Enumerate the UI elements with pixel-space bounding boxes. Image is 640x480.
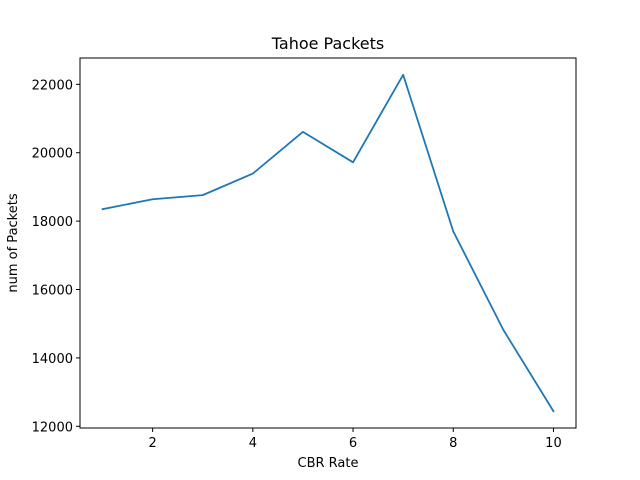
x-tick-label: 10 xyxy=(545,436,562,451)
x-tick-label: 2 xyxy=(149,436,157,451)
y-tick-label: 14000 xyxy=(32,352,73,367)
series-line xyxy=(101,73,555,413)
chart-title: Tahoe Packets xyxy=(271,34,384,53)
series-layer xyxy=(101,73,555,413)
x-tick-label: 4 xyxy=(249,436,257,451)
x-axis-label: CBR Rate xyxy=(298,456,359,471)
plot-frame xyxy=(79,57,577,429)
x-tick-label: 6 xyxy=(349,436,357,451)
y-axis-ticks: 12000 14000 16000 18000 20000 22000 xyxy=(32,78,80,435)
y-tick-label: 20000 xyxy=(32,147,73,162)
y-axis-label: num of Packets xyxy=(6,193,21,292)
y-tick-label: 12000 xyxy=(32,420,73,435)
x-tick-label: 8 xyxy=(449,436,457,451)
y-tick-label: 22000 xyxy=(32,78,73,93)
y-tick-label: 16000 xyxy=(32,284,73,299)
y-tick-label: 18000 xyxy=(32,215,73,230)
x-axis-ticks: 2 4 6 8 10 xyxy=(149,428,562,451)
